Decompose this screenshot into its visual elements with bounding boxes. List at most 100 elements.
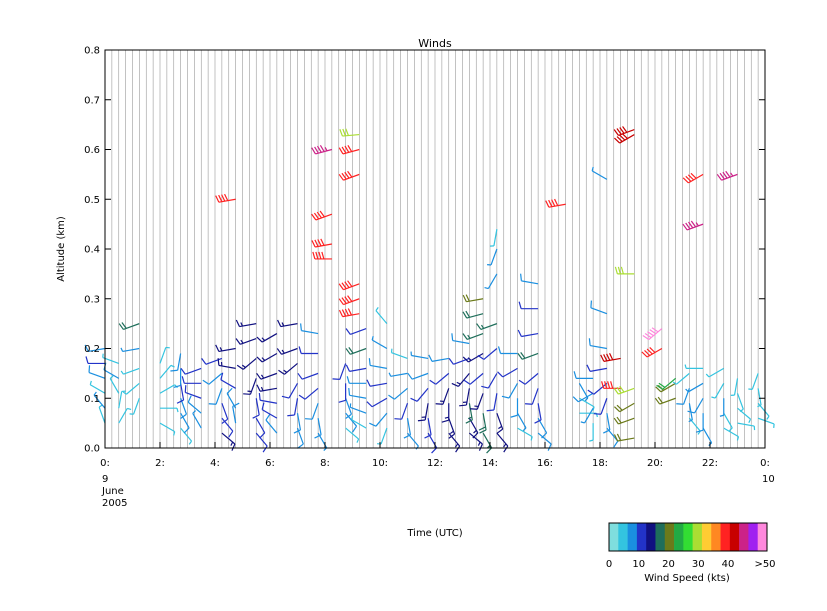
wind-barb [463, 372, 484, 385]
wind-barb [417, 403, 429, 422]
wind-barb [614, 402, 635, 413]
y-tick-label: 0.1 [84, 394, 100, 405]
wind-barb [682, 172, 704, 184]
wind-barb [84, 344, 106, 353]
wind-barb [192, 410, 202, 429]
wind-barb [366, 397, 388, 408]
wind-barb [345, 398, 353, 419]
colorbar-swatch [618, 523, 628, 551]
wind-barb [711, 383, 725, 399]
wind-barb [160, 407, 179, 413]
wind-barb [476, 323, 498, 331]
wind-barb [232, 402, 240, 424]
wind-barb [534, 403, 542, 424]
wind-barb [368, 358, 387, 369]
wind-barb [656, 377, 677, 390]
wind-barb [441, 403, 450, 423]
wind-barb [369, 412, 388, 427]
wind-barb [338, 170, 360, 181]
wind-barb [338, 280, 360, 291]
wind-barb [298, 346, 319, 355]
colorbar-swatch [674, 523, 684, 551]
wind-barb [520, 273, 539, 285]
wind-barb [170, 353, 182, 372]
wind-barb [120, 347, 140, 353]
wind-barb [537, 432, 552, 451]
wind-barb [350, 415, 367, 429]
wind-barb [338, 145, 360, 155]
wind-barb [589, 423, 594, 442]
wind-barb [403, 418, 412, 439]
wind-barb [459, 388, 470, 407]
wind-barb [159, 422, 176, 436]
wind-barb [366, 379, 387, 387]
wind-barb [252, 398, 260, 419]
wind-barb [109, 375, 120, 394]
wind-barb [468, 432, 483, 451]
wind-barb [256, 352, 278, 363]
wind-barb [201, 357, 223, 365]
wind-barb [600, 353, 621, 362]
y-tick-label: 0.5 [84, 195, 100, 206]
wind-barb [723, 412, 733, 432]
wind-barb [226, 387, 237, 409]
x-tick-label: 20: [647, 458, 663, 469]
wind-barb [424, 418, 432, 439]
y-axis-label: Altitude (km) [56, 216, 67, 282]
wind-barb [676, 388, 690, 405]
y-tick-label: 0.8 [84, 46, 100, 57]
colorbar-swatch [627, 523, 638, 551]
wind-barb [261, 402, 278, 419]
wind-barb [208, 388, 223, 405]
wind-barb [187, 395, 202, 414]
profile-grid-lines [111, 50, 759, 448]
wind-barb [586, 364, 607, 372]
colorbar-swatch [636, 523, 647, 551]
wind-barb [737, 422, 756, 431]
wind-barb [682, 220, 704, 231]
chart-title: Winds [418, 37, 452, 50]
wind-barb [687, 397, 704, 414]
wind-barb [613, 385, 635, 395]
wind-barb [215, 193, 236, 203]
wind-barb [757, 388, 762, 408]
wind-barb [705, 367, 725, 378]
wind-barb [497, 346, 518, 355]
wind-barb [221, 403, 229, 424]
colorbar-swatch [692, 523, 703, 551]
x-tick-label: 22: [702, 458, 718, 469]
colorbar: 0 10 20 30 40 >50 [606, 522, 776, 570]
x-tick-label: 14: [482, 458, 498, 469]
wind-barb [593, 398, 608, 415]
colorbar-tick-label: 40 [722, 559, 735, 570]
wind-barb [448, 432, 461, 453]
wind-barb [518, 372, 539, 385]
x-tick-sublabel: June [101, 486, 124, 497]
wind-barb [276, 347, 298, 355]
wind-barb [410, 351, 429, 360]
wind-barb [410, 387, 429, 402]
wind-barb [614, 133, 635, 144]
colorbar-swatch [757, 523, 768, 551]
wind-barb [277, 319, 298, 328]
y-tick-label: 0.2 [84, 344, 100, 355]
wind-barbs [84, 126, 775, 454]
wind-barb [300, 323, 319, 335]
wind-barb [235, 337, 257, 345]
wind-barb [518, 301, 539, 310]
wind-barb [345, 347, 367, 355]
wind-barb [243, 378, 257, 395]
wind-barb [516, 412, 527, 432]
wind-barb [736, 393, 744, 413]
wind-barb [588, 338, 607, 350]
colorbar-swatch [729, 523, 740, 551]
wind-barb [613, 416, 635, 425]
wind-barb [311, 238, 332, 248]
colorbar-swatch [748, 523, 759, 551]
wind-barb [587, 382, 608, 395]
wind-barb [448, 417, 456, 439]
wind-barb [217, 358, 236, 369]
wind-barb [672, 372, 690, 385]
wind-barb [103, 362, 120, 379]
